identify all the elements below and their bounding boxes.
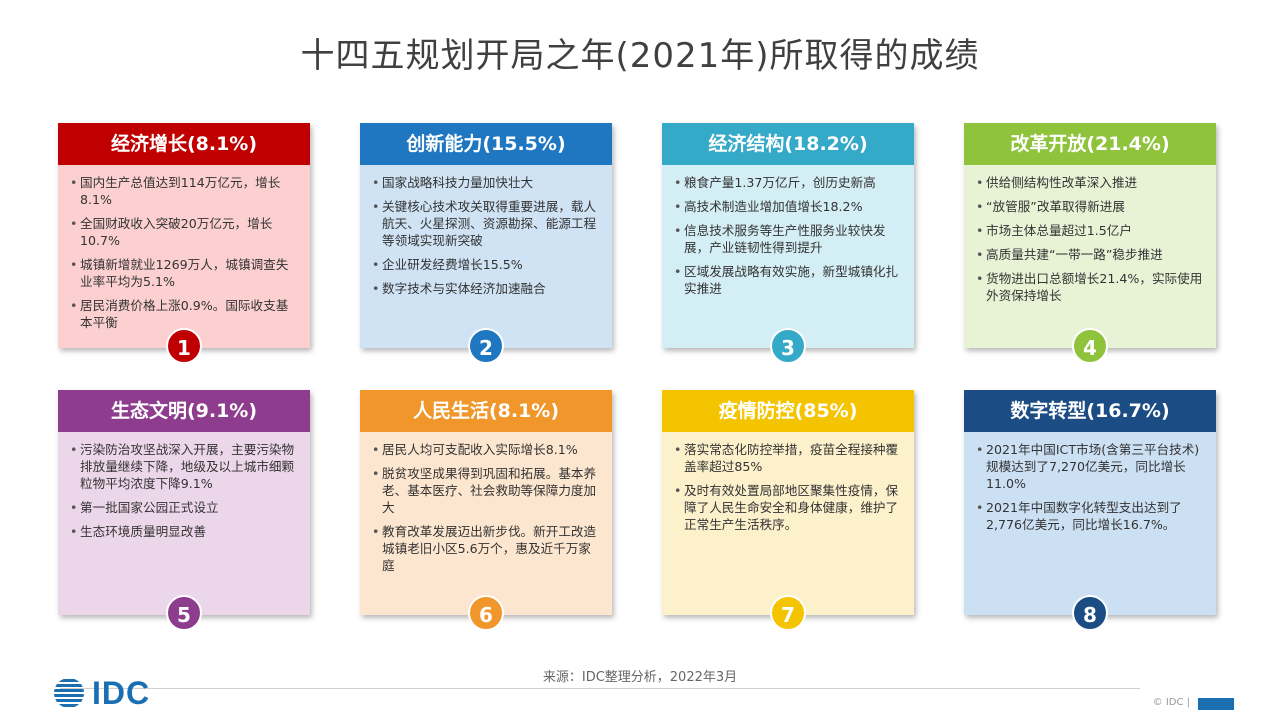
card-item: 国家战略科技力量加快壮大 bbox=[372, 174, 602, 191]
card-item: 粮食产量1.37万亿斤，创历史新高 bbox=[674, 174, 904, 191]
card-body: 落实常态化防控举措，疫苗全程接种覆盖率超过85% 及时有效处置局部地区聚集性疫情，… bbox=[662, 432, 914, 615]
card-item: 居民人均可支配收入实际增长8.1% bbox=[372, 441, 602, 458]
card-item: 2021年中国数字化转型支出达到了2,776亿美元，同比增长16.7%。 bbox=[976, 499, 1206, 533]
globe-logo-icon bbox=[54, 679, 84, 707]
card-body: 供给侧结构性改革深入推进 “放管服”改革取得新进展市场主体总量超过1.5亿户高质量… bbox=[964, 165, 1216, 348]
card-item-list: 落实常态化防控举措，疫苗全程接种覆盖率超过85% 及时有效处置局部地区聚集性疫情，… bbox=[674, 441, 904, 533]
card-number-badge: 2 bbox=[468, 328, 504, 364]
card-item: 城镇新增就业1269万人，城镇调查失业率平均为5.1% bbox=[70, 256, 300, 290]
card-item: 企业研发经费增长15.5% bbox=[372, 256, 602, 273]
idc-logo: IDC bbox=[52, 674, 151, 711]
card-header: 生态文明(9.1%) bbox=[58, 390, 310, 432]
achievement-card: 经济结构(18.2%) 粮食产量1.37万亿斤，创历史新高高技术制造业增加值增长1… bbox=[662, 123, 914, 364]
card-header: 经济增长(8.1%) bbox=[58, 123, 310, 165]
card-item-list: 国内生产总值达到114万亿元，增长8.1% 全国财政收入突破20万亿元，增长10.… bbox=[70, 174, 300, 331]
card-header: 改革开放(21.4%) bbox=[964, 123, 1216, 165]
copyright: © IDC | bbox=[1152, 697, 1190, 708]
card-item: 落实常态化防控举措，疫苗全程接种覆盖率超过85% bbox=[674, 441, 904, 475]
achievement-card: 创新能力(15.5%) 国家战略科技力量加快壮大关键核心技术攻关取得重要进展，载人… bbox=[360, 123, 612, 364]
card-item: 脱贫攻坚成果得到巩固和拓展。基本养老、基本医疗、社会救助等保障力度加大 bbox=[372, 465, 602, 516]
card-item-list: 粮食产量1.37万亿斤，创历史新高高技术制造业增加值增长18.2% 信息技术服务等… bbox=[674, 174, 904, 297]
card-header: 经济结构(18.2%) bbox=[662, 123, 914, 165]
card-body: 污染防治攻坚战深入开展，主要污染物排放量继续下降，地级及以上城市细颗粒物平均浓度… bbox=[58, 432, 310, 615]
card-number-badge: 1 bbox=[166, 328, 202, 364]
card-item: 关键核心技术攻关取得重要进展，载人航天、火星探测、资源勘探、能源工程等领域实现新… bbox=[372, 198, 602, 249]
card-item: 货物进出口总额增长21.4%，实际使用外资保持增长 bbox=[976, 270, 1206, 304]
card-item: 高质量共建“一带一路”稳步推进 bbox=[976, 246, 1206, 263]
page-title: 十四五规划开局之年(2021年)所取得的成绩 bbox=[300, 36, 980, 76]
card-item-list: 2021年中国ICT市场(含第三平台技术)规模达到了7,270亿美元，同比增长1… bbox=[976, 441, 1206, 533]
card-item-list: 污染防治攻坚战深入开展，主要污染物排放量继续下降，地级及以上城市细颗粒物平均浓度… bbox=[70, 441, 300, 540]
achievement-card: 生态文明(9.1%) 污染防治攻坚战深入开展，主要污染物排放量继续下降，地级及以上… bbox=[58, 390, 310, 631]
card-body: 国内生产总值达到114万亿元，增长8.1% 全国财政收入突破20万亿元，增长10.… bbox=[58, 165, 310, 348]
card-body: 粮食产量1.37万亿斤，创历史新高高技术制造业增加值增长18.2% 信息技术服务等… bbox=[662, 165, 914, 348]
achievement-card: 人民生活(8.1%) 居民人均可支配收入实际增长8.1% 脱贫攻坚成果得到巩固和拓展… bbox=[360, 390, 612, 631]
achievement-card: 改革开放(21.4%) 供给侧结构性改革深入推进 “放管服”改革取得新进展市场主体总… bbox=[964, 123, 1216, 364]
card-item-list: 国家战略科技力量加快壮大关键核心技术攻关取得重要进展，载人航天、火星探测、资源勘… bbox=[372, 174, 602, 297]
card-body: 居民人均可支配收入实际增长8.1% 脱贫攻坚成果得到巩固和拓展。基本养老、基本医疗… bbox=[360, 432, 612, 615]
card-item: 及时有效处置局部地区聚集性疫情，保障了人民生命安全和身体健康，维护了正常生产生活… bbox=[674, 482, 904, 533]
achievement-card: 数字转型(16.7%) 2021年中国ICT市场(含第三平台技术)规模达到了7,2… bbox=[964, 390, 1216, 631]
achievement-card: 疫情防控(85%) 落实常态化防控举措，疫苗全程接种覆盖率超过85% 及时有效处置局… bbox=[662, 390, 914, 631]
card-item: “放管服”改革取得新进展 bbox=[976, 198, 1206, 215]
card-number-badge: 5 bbox=[166, 595, 202, 631]
card-header: 疫情防控(85%) bbox=[662, 390, 914, 432]
card-item: 市场主体总量超过1.5亿户 bbox=[976, 222, 1206, 239]
achievement-card: 经济增长(8.1%) 国内生产总值达到114万亿元，增长8.1% 全国财政收入突破2… bbox=[58, 123, 310, 364]
source-note: 来源：IDC整理分析，2022年3月 bbox=[542, 670, 738, 685]
card-item: 2021年中国ICT市场(含第三平台技术)规模达到了7,270亿美元，同比增长1… bbox=[976, 441, 1206, 492]
card-item: 数字技术与实体经济加速融合 bbox=[372, 280, 602, 297]
card-item: 信息技术服务等生产性服务业较快发展，产业链韧性得到提升 bbox=[674, 222, 904, 256]
card-number-badge: 4 bbox=[1072, 328, 1108, 364]
corner-accent-bar bbox=[1198, 698, 1234, 710]
card-item-list: 供给侧结构性改革深入推进 “放管服”改革取得新进展市场主体总量超过1.5亿户高质量… bbox=[976, 174, 1206, 304]
card-item: 供给侧结构性改革深入推进 bbox=[976, 174, 1206, 191]
card-body: 2021年中国ICT市场(含第三平台技术)规模达到了7,270亿美元，同比增长1… bbox=[964, 432, 1216, 615]
card-header: 创新能力(15.5%) bbox=[360, 123, 612, 165]
card-header: 人民生活(8.1%) bbox=[360, 390, 612, 432]
card-number-badge: 3 bbox=[770, 328, 806, 364]
card-number-badge: 8 bbox=[1072, 595, 1108, 631]
card-item: 高技术制造业增加值增长18.2% bbox=[674, 198, 904, 215]
card-number-badge: 6 bbox=[468, 595, 504, 631]
logo-text: IDC bbox=[92, 674, 151, 711]
card-item: 全国财政收入突破20万亿元，增长10.7% bbox=[70, 215, 300, 249]
card-item: 居民消费价格上涨0.9%。国际收支基本平衡 bbox=[70, 297, 300, 331]
footer-divider bbox=[60, 688, 1140, 689]
card-item: 国内生产总值达到114万亿元，增长8.1% bbox=[70, 174, 300, 208]
card-item: 污染防治攻坚战深入开展，主要污染物排放量继续下降，地级及以上城市细颗粒物平均浓度… bbox=[70, 441, 300, 492]
card-item: 第一批国家公园正式设立 bbox=[70, 499, 300, 516]
card-header: 数字转型(16.7%) bbox=[964, 390, 1216, 432]
card-body: 国家战略科技力量加快壮大关键核心技术攻关取得重要进展，载人航天、火星探测、资源勘… bbox=[360, 165, 612, 348]
card-item: 教育改革发展迈出新步伐。新开工改造城镇老旧小区5.6万个，惠及近千万家庭 bbox=[372, 523, 602, 574]
card-item-list: 居民人均可支配收入实际增长8.1% 脱贫攻坚成果得到巩固和拓展。基本养老、基本医疗… bbox=[372, 441, 602, 574]
card-item: 区域发展战略有效实施，新型城镇化扎实推进 bbox=[674, 263, 904, 297]
card-number-badge: 7 bbox=[770, 595, 806, 631]
card-item: 生态环境质量明显改善 bbox=[70, 523, 300, 540]
